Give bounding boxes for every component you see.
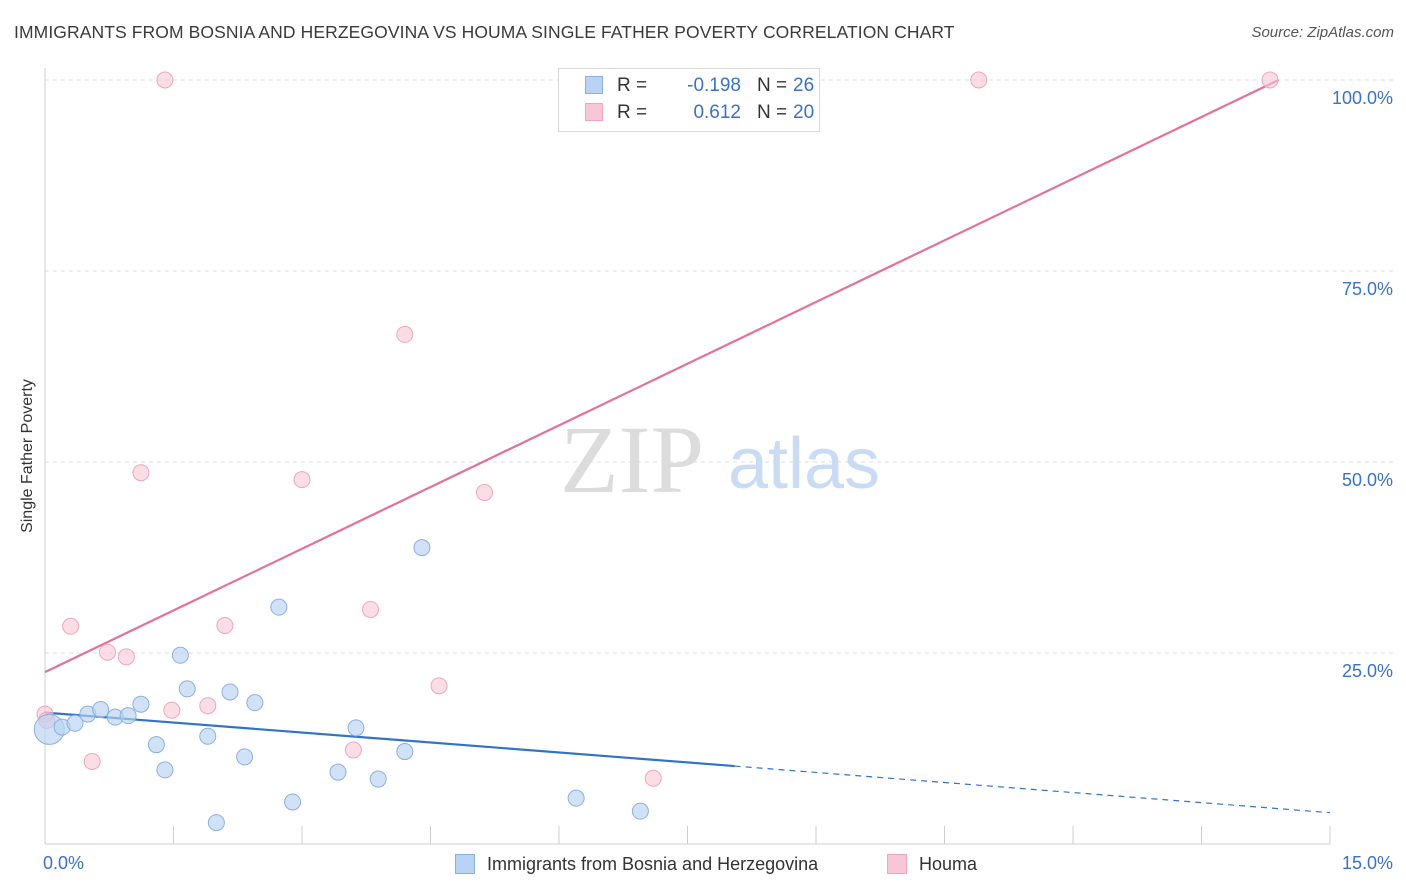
data-point-bosnia bbox=[156, 761, 174, 779]
data-point-houma bbox=[62, 617, 80, 635]
trend-line-bosnia bbox=[44, 711, 735, 768]
data-point-houma bbox=[475, 484, 493, 502]
data-point-houma bbox=[1261, 71, 1279, 89]
data-point-bosnia bbox=[207, 814, 225, 832]
data-point-houma bbox=[163, 701, 181, 719]
data-point-houma bbox=[216, 616, 234, 634]
data-point-bosnia bbox=[369, 770, 387, 788]
data-point-houma bbox=[970, 71, 988, 89]
data-point-bosnia bbox=[119, 707, 137, 725]
y-tick-label: 75.0% bbox=[1342, 279, 1393, 299]
tick-labels: 25.0% 50.0% 75.0% 100.0% 0.0% 15.0% bbox=[43, 88, 1393, 873]
data-point-bosnia bbox=[199, 727, 217, 745]
data-point-houma bbox=[99, 643, 117, 661]
data-point-houma bbox=[83, 752, 101, 770]
source-credit: Source: ZipAtlas.com bbox=[1251, 24, 1394, 41]
data-point-bosnia bbox=[347, 719, 365, 737]
data-points bbox=[33, 71, 1279, 832]
data-point-bosnia bbox=[246, 694, 264, 712]
data-point-houma bbox=[644, 769, 662, 787]
data-point-bosnia bbox=[66, 714, 84, 732]
blue-swatch bbox=[455, 854, 475, 874]
data-point-houma bbox=[344, 741, 362, 759]
data-point-bosnia bbox=[92, 701, 110, 719]
data-point-bosnia bbox=[413, 539, 431, 557]
pink-swatch bbox=[887, 854, 907, 874]
watermark: ZIP atlas bbox=[560, 406, 880, 513]
r-label: R = bbox=[617, 102, 648, 123]
watermark-atlas: atlas bbox=[728, 424, 880, 504]
data-point-bosnia bbox=[270, 598, 288, 616]
series-legend: Immigrants from Bosnia and Herzegovina H… bbox=[0, 852, 1406, 878]
data-point-bosnia bbox=[329, 763, 347, 781]
legend-label: Immigrants from Bosnia and Herzegovina bbox=[487, 854, 819, 874]
y-tick-label: 50.0% bbox=[1342, 470, 1393, 490]
x-tick-label: 0.0% bbox=[43, 853, 84, 873]
r-label: R = bbox=[617, 75, 648, 96]
data-point-houma bbox=[396, 325, 414, 343]
data-point-houma bbox=[293, 471, 311, 489]
data-point-houma bbox=[199, 697, 217, 715]
chart-title: IMMIGRANTS FROM BOSNIA AND HERZEGOVINA V… bbox=[14, 22, 955, 42]
data-point-houma bbox=[362, 600, 380, 618]
data-point-bosnia bbox=[147, 736, 165, 754]
trend-line-bosnia-extension bbox=[734, 765, 1331, 814]
pink-swatch bbox=[585, 103, 603, 121]
data-point-houma bbox=[117, 648, 135, 666]
data-point-bosnia bbox=[132, 695, 150, 713]
stats-legend: R = -0.198 N = 26 R = 0.612 N = 20 bbox=[558, 68, 820, 132]
data-point-bosnia bbox=[221, 683, 239, 701]
r-value: 0.612 bbox=[693, 102, 741, 123]
data-point-houma bbox=[132, 464, 150, 482]
trend-lines bbox=[44, 79, 1331, 814]
watermark-zip: ZIP bbox=[560, 406, 704, 513]
legend-label: Houma bbox=[919, 854, 978, 874]
x-tick-label: 15.0% bbox=[1342, 853, 1393, 873]
data-point-bosnia bbox=[236, 748, 254, 766]
y-tick-label: 25.0% bbox=[1342, 661, 1393, 681]
data-point-bosnia bbox=[171, 646, 189, 664]
data-point-bosnia bbox=[178, 680, 196, 698]
data-point-bosnia bbox=[567, 789, 585, 807]
n-label: N = bbox=[757, 102, 788, 123]
data-point-bosnia bbox=[284, 793, 302, 811]
n-value: 26 bbox=[793, 75, 815, 96]
trend-line-houma bbox=[44, 79, 1280, 674]
blue-swatch bbox=[585, 76, 603, 94]
n-value: 20 bbox=[793, 102, 815, 123]
r-value: -0.198 bbox=[687, 75, 741, 96]
data-point-houma bbox=[430, 677, 448, 695]
data-point-bosnia bbox=[396, 743, 414, 761]
data-point-houma bbox=[156, 71, 174, 89]
grid-lines bbox=[45, 79, 1395, 654]
data-point-bosnia bbox=[631, 802, 649, 820]
n-label: N = bbox=[757, 75, 788, 96]
y-tick-label: 100.0% bbox=[1332, 88, 1393, 108]
